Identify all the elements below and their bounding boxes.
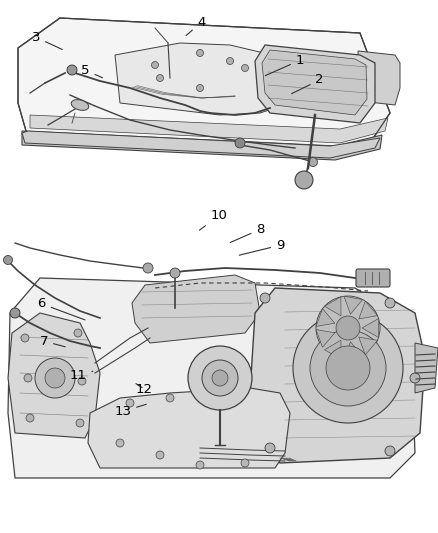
Polygon shape xyxy=(359,301,378,319)
Polygon shape xyxy=(316,309,335,326)
Polygon shape xyxy=(22,131,382,160)
Polygon shape xyxy=(325,297,341,316)
Polygon shape xyxy=(18,18,390,153)
Circle shape xyxy=(326,346,370,390)
Circle shape xyxy=(336,316,360,340)
Circle shape xyxy=(310,330,386,406)
Text: 13: 13 xyxy=(114,405,146,418)
Polygon shape xyxy=(88,388,290,468)
Circle shape xyxy=(260,293,270,303)
Polygon shape xyxy=(250,288,425,463)
Circle shape xyxy=(78,377,86,385)
Circle shape xyxy=(45,368,65,388)
Circle shape xyxy=(156,75,163,82)
Polygon shape xyxy=(344,296,363,314)
Polygon shape xyxy=(262,50,367,115)
Text: 12: 12 xyxy=(136,383,153,395)
Text: 2: 2 xyxy=(292,74,324,94)
Circle shape xyxy=(316,296,380,360)
Circle shape xyxy=(188,346,252,410)
Circle shape xyxy=(385,446,395,456)
Polygon shape xyxy=(415,343,438,393)
Polygon shape xyxy=(359,337,378,355)
Circle shape xyxy=(156,451,164,459)
Circle shape xyxy=(170,268,180,278)
Circle shape xyxy=(126,399,134,407)
Circle shape xyxy=(26,414,34,422)
Polygon shape xyxy=(358,51,400,105)
Circle shape xyxy=(67,65,77,75)
Circle shape xyxy=(24,374,32,382)
Circle shape xyxy=(265,443,275,453)
Circle shape xyxy=(308,157,318,166)
Circle shape xyxy=(241,64,248,71)
Text: 9: 9 xyxy=(239,239,285,255)
Text: 3: 3 xyxy=(32,31,62,50)
FancyBboxPatch shape xyxy=(356,269,390,287)
Polygon shape xyxy=(325,340,341,359)
Polygon shape xyxy=(316,329,335,348)
Circle shape xyxy=(202,360,238,396)
Ellipse shape xyxy=(71,100,89,110)
Text: 7: 7 xyxy=(39,335,65,348)
Text: 8: 8 xyxy=(230,223,265,243)
Polygon shape xyxy=(362,319,378,337)
Polygon shape xyxy=(255,45,375,123)
Text: 1: 1 xyxy=(265,54,304,76)
Polygon shape xyxy=(8,278,415,478)
Circle shape xyxy=(226,58,233,64)
Circle shape xyxy=(116,439,124,447)
Circle shape xyxy=(143,263,153,273)
Circle shape xyxy=(385,298,395,308)
Polygon shape xyxy=(8,313,100,438)
Circle shape xyxy=(410,373,420,383)
Polygon shape xyxy=(30,115,388,143)
Circle shape xyxy=(212,370,228,386)
Circle shape xyxy=(197,50,204,56)
Polygon shape xyxy=(132,275,260,343)
Circle shape xyxy=(293,313,403,423)
Circle shape xyxy=(235,138,245,148)
Circle shape xyxy=(152,61,159,69)
Text: 6: 6 xyxy=(37,297,85,320)
Circle shape xyxy=(4,255,13,264)
Circle shape xyxy=(166,394,174,402)
Circle shape xyxy=(74,329,82,337)
Circle shape xyxy=(196,461,204,469)
Text: 11: 11 xyxy=(70,369,93,382)
Circle shape xyxy=(241,459,249,467)
Circle shape xyxy=(35,358,75,398)
Circle shape xyxy=(197,85,204,92)
Circle shape xyxy=(21,334,29,342)
Text: 10: 10 xyxy=(199,209,227,230)
Polygon shape xyxy=(22,131,380,158)
Circle shape xyxy=(10,308,20,318)
Text: 5: 5 xyxy=(81,64,102,78)
Polygon shape xyxy=(344,342,363,360)
Polygon shape xyxy=(115,43,290,115)
Text: 4: 4 xyxy=(186,16,206,36)
Circle shape xyxy=(76,419,84,427)
Circle shape xyxy=(295,171,313,189)
